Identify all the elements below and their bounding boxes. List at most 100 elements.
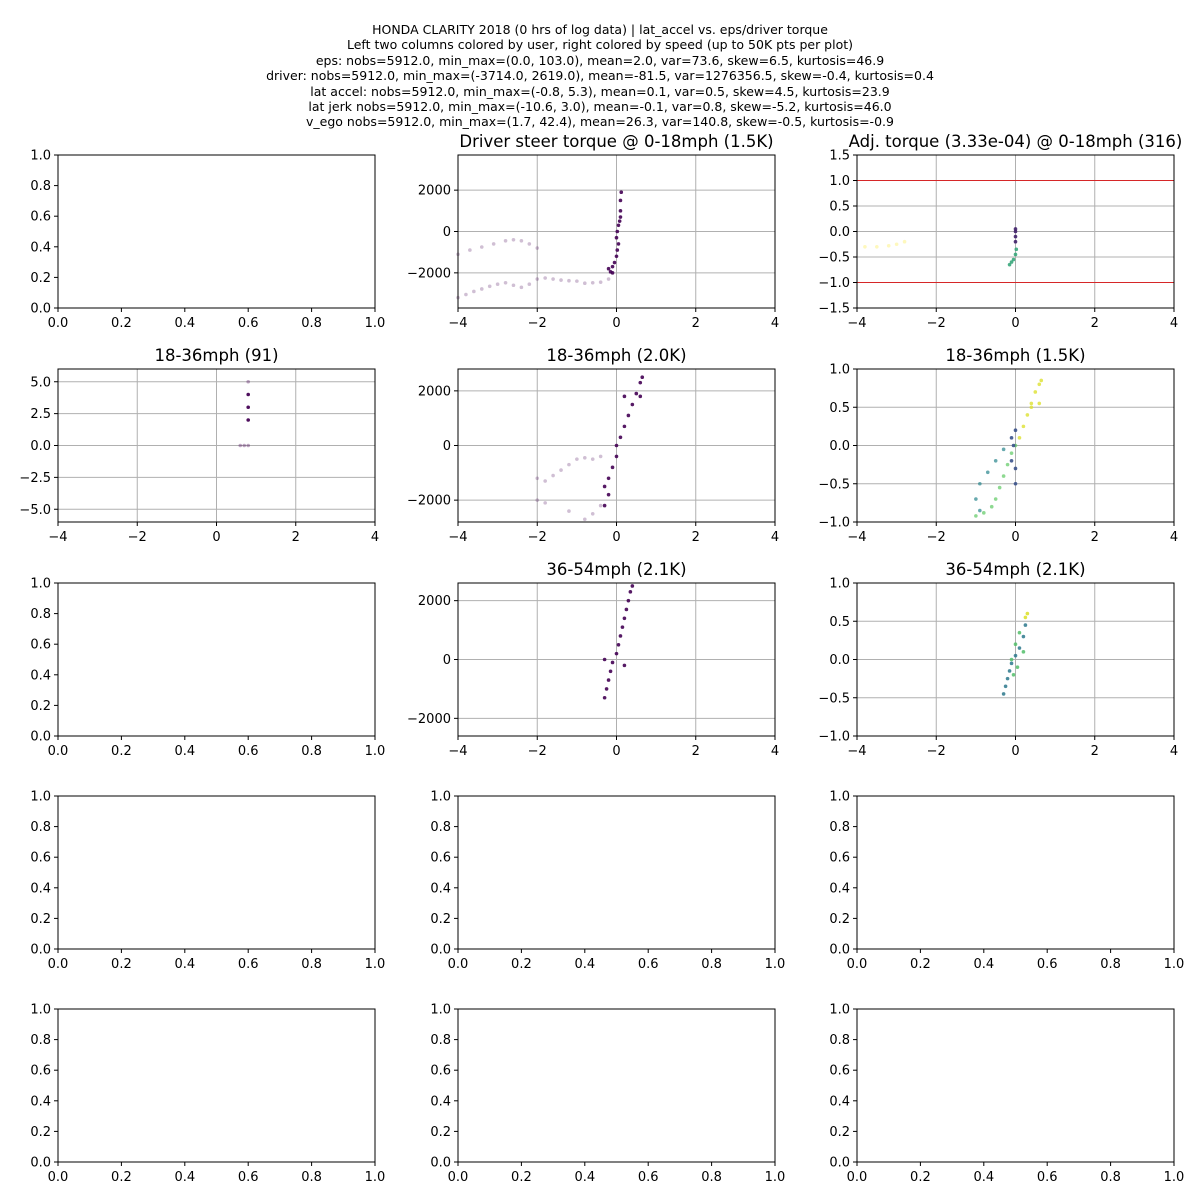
axes-frame [856, 795, 1175, 950]
y-tick-label: 0.0 [30, 439, 51, 454]
subplot-r3-c2: 0.0 0.2 0.4 0.6 0.8 1.0 0.0 0.2 0.4 0.6 0.8 1.0 [829, 790, 1184, 973]
x-tick-label: 0.6 [238, 1170, 259, 1185]
stats-v-ego: v_ego nobs=5912.0, min_max=(1.7, 42.4), … [306, 114, 894, 130]
data-point [606, 678, 611, 682]
data-point [559, 468, 563, 472]
x-tick-label: 0.0 [48, 316, 69, 331]
data-point [519, 239, 524, 243]
data-point [614, 235, 619, 240]
data-point [602, 503, 607, 508]
x-tick-label: 0.0 [48, 1170, 69, 1185]
y-tick-label: −5.0 [19, 503, 51, 518]
x-tick-label: 1.0 [365, 316, 386, 331]
data-point [638, 394, 643, 399]
x-tick-label: 0.6 [1037, 957, 1058, 972]
data-point [503, 239, 508, 243]
data-point [567, 278, 571, 283]
data-point [242, 443, 247, 448]
figure-subtitle: Left two columns colored by user, right … [346, 37, 854, 53]
x-tick-label: 1.0 [1164, 1170, 1185, 1185]
subplot-r1-c0: −4 −2 0 2 4 −5.0 −2.5 0.0 2.5 5.0 18-36mph (91) [19, 346, 379, 545]
y-tick-label: 0.8 [829, 820, 850, 835]
data-point [246, 418, 250, 422]
subplot-r2-c0: 0.0 0.2 0.4 0.6 0.8 1.0 0.0 0.2 0.4 0.6 0.8 1.0 [30, 577, 385, 760]
data-point [1021, 650, 1026, 654]
data-point [1023, 623, 1028, 627]
data-point [622, 663, 627, 668]
data-point [1009, 436, 1014, 440]
x-tick-label: 1.0 [365, 957, 386, 972]
x-tick-label: −2 [927, 316, 946, 331]
y-tick-label: 0.8 [430, 1033, 451, 1048]
data-point [1013, 229, 1018, 234]
x-tick-label: 0.8 [701, 957, 722, 972]
data-point [606, 266, 611, 271]
y-tick-label: 0.8 [30, 1033, 51, 1048]
y-tick-label: 0.6 [30, 851, 51, 866]
x-tick-label: 0.2 [111, 316, 132, 331]
y-tick-label: 0.4 [430, 881, 451, 896]
data-point [1001, 474, 1006, 478]
data-point [567, 509, 571, 513]
data-point [1037, 382, 1042, 387]
data-point [1005, 676, 1010, 681]
x-tick-label: −2 [528, 530, 547, 545]
y-tick-label: 0.4 [30, 881, 51, 896]
data-point [575, 457, 579, 461]
y-tick-label: 0.6 [30, 210, 51, 225]
data-point [614, 443, 619, 448]
stats-lat-jerk: lat jerk nobs=5912.0, min_max=(-10.6, 3.… [308, 99, 892, 115]
y-tick-label: 0.2 [30, 699, 51, 714]
data-point [479, 245, 484, 249]
data-point [535, 498, 540, 502]
y-tick-label: 0.5 [829, 615, 850, 630]
y-tick-label: 0.8 [30, 179, 51, 194]
x-tick-label: 0 [612, 744, 620, 759]
data-point [615, 248, 620, 252]
x-tick-label: 0.4 [973, 957, 994, 972]
data-point [602, 484, 607, 489]
y-tick-label: 1.0 [30, 577, 51, 592]
x-tick-label: −4 [448, 316, 467, 331]
x-tick-label: 0 [612, 316, 620, 331]
data-point [535, 277, 540, 281]
x-tick-label: 0.4 [174, 957, 195, 972]
x-tick-label: 0.0 [448, 957, 469, 972]
x-tick-label: 0.0 [48, 744, 69, 759]
data-point [598, 280, 603, 284]
data-point [246, 392, 250, 397]
y-tick-label: 0.6 [829, 1064, 850, 1079]
data-point [618, 198, 623, 203]
x-tick-label: 0.6 [238, 316, 259, 331]
data-point [551, 277, 555, 281]
x-tick-label: 0.2 [511, 1170, 532, 1185]
subplot-title: Driver steer torque @ 0-18mph (1.5K) [459, 132, 773, 151]
data-point [1005, 462, 1010, 467]
data-point [583, 517, 587, 522]
data-point [1009, 657, 1014, 662]
x-tick-label: 0.8 [301, 744, 322, 759]
x-tick-label: 2 [692, 316, 700, 331]
x-tick-label: 0.6 [238, 744, 259, 759]
data-point [1015, 665, 1020, 669]
data-point [590, 512, 595, 516]
y-tick-label: −0.5 [818, 251, 850, 266]
data-point [974, 497, 978, 501]
y-tick-label: 1.0 [430, 790, 451, 805]
data-point [1013, 466, 1018, 471]
data-point [1017, 436, 1022, 440]
axes-frame [57, 582, 376, 737]
y-tick-label: 0.0 [829, 439, 850, 454]
subplot-title: 18-36mph (2.0K) [546, 346, 686, 365]
data-point [1021, 424, 1026, 429]
data-point [622, 394, 627, 399]
data-point [982, 511, 986, 515]
data-point [575, 279, 579, 283]
data-point [1013, 227, 1018, 231]
y-tick-label: −2000 [407, 712, 451, 727]
data-point [610, 465, 615, 470]
y-tick-label: 1.0 [829, 790, 850, 805]
y-tick-label: 0.0 [829, 653, 850, 668]
data-point [630, 584, 635, 588]
y-tick-label: 0.0 [829, 225, 850, 240]
